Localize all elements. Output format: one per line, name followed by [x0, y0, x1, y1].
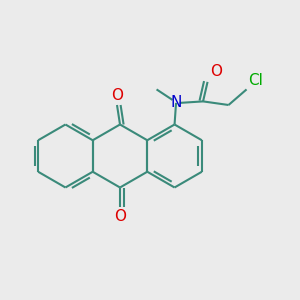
Text: O: O	[114, 209, 126, 224]
Text: O: O	[211, 64, 223, 80]
Text: N: N	[170, 95, 182, 110]
Text: Cl: Cl	[248, 73, 263, 88]
Text: O: O	[111, 88, 123, 103]
